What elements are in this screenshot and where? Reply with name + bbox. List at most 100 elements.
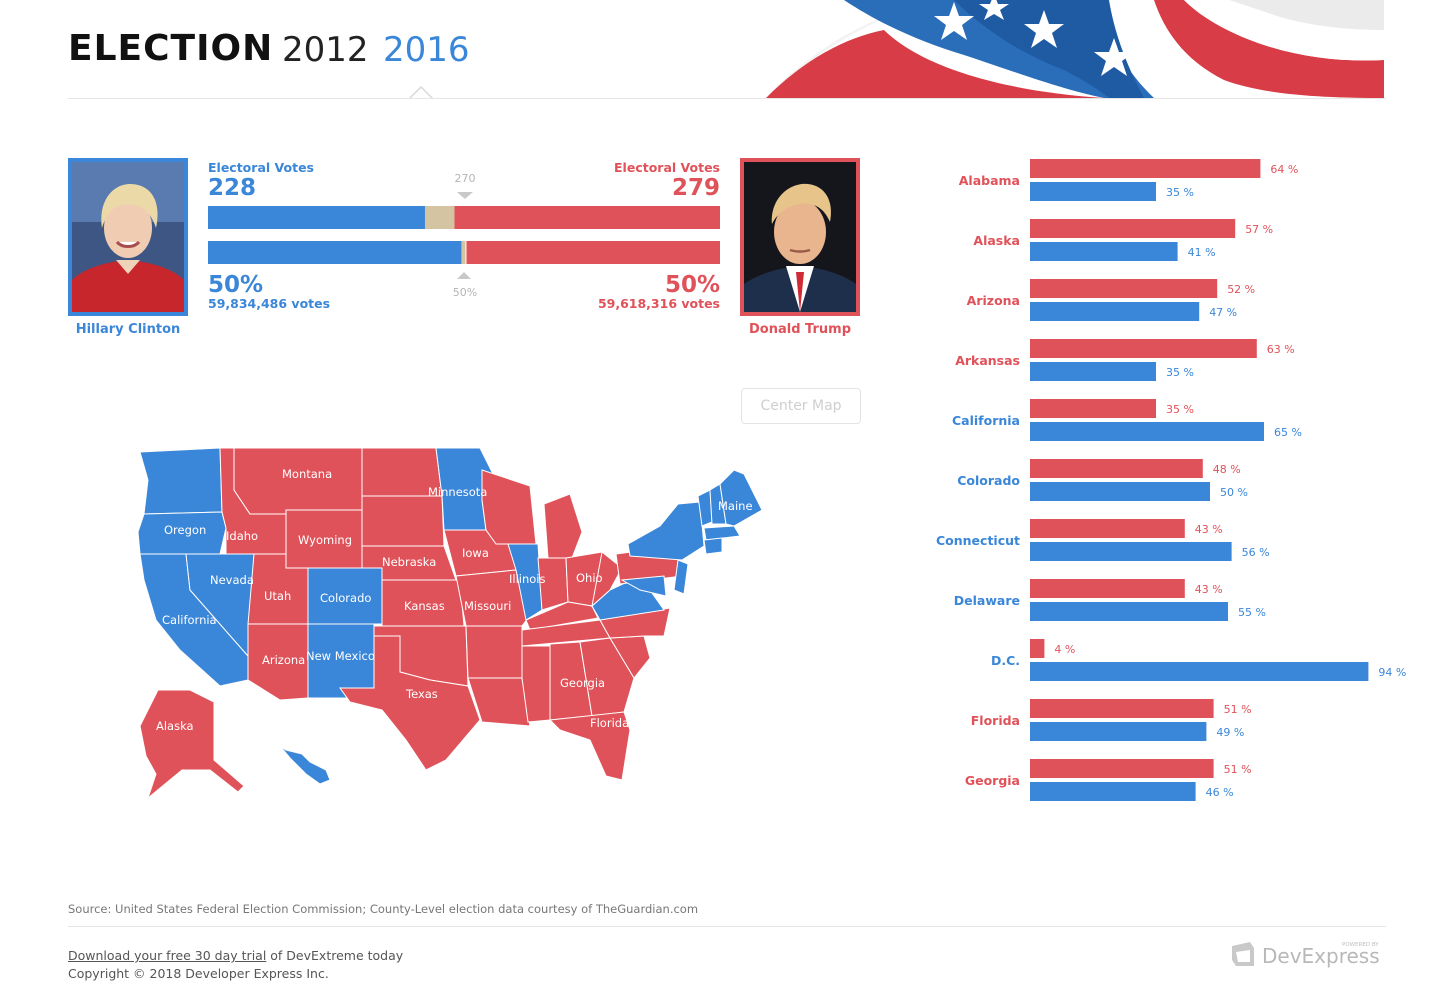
bar-republican[interactable] bbox=[1030, 699, 1214, 718]
state-maine[interactable] bbox=[719, 469, 763, 527]
chart-category-label: Georgia bbox=[965, 773, 1020, 788]
chart-category-label: Colorado bbox=[957, 473, 1020, 488]
republican-percent: 50% bbox=[664, 272, 720, 298]
chart-category-label: Alabama bbox=[959, 173, 1020, 188]
devexpress-logo-icon[interactable]: POWERED BY DevExpress bbox=[1230, 938, 1390, 970]
header-divider bbox=[68, 98, 1386, 99]
map-state-label: Montana bbox=[282, 467, 332, 481]
bar-democrat[interactable] bbox=[1030, 302, 1200, 321]
bar-democrat[interactable] bbox=[1030, 542, 1232, 561]
bar-republican[interactable] bbox=[1030, 279, 1218, 298]
state-georgia[interactable] bbox=[579, 637, 635, 717]
bar-label-republican: 35 % bbox=[1166, 403, 1194, 416]
chart-category-label: Florida bbox=[971, 713, 1020, 728]
chart-category-label: Alaska bbox=[973, 233, 1020, 248]
chart-category-label: California bbox=[952, 413, 1020, 428]
active-tab-caret-icon bbox=[408, 85, 434, 100]
bar-label-republican: 57 % bbox=[1245, 223, 1273, 236]
chart-category-label: Arkansas bbox=[955, 353, 1020, 368]
state-new-york[interactable] bbox=[627, 501, 705, 561]
state-connecticut[interactable] bbox=[703, 537, 723, 555]
electoral-bar-democrat bbox=[208, 206, 425, 229]
map-state-label: Kansas bbox=[404, 599, 445, 613]
state-maryland[interactable] bbox=[620, 575, 667, 597]
bar-republican[interactable] bbox=[1030, 159, 1261, 178]
logo-text: DevExpress bbox=[1262, 944, 1380, 968]
state-hawaii[interactable] bbox=[279, 745, 331, 785]
map-state-label: Idaho bbox=[226, 529, 258, 543]
bar-democrat[interactable] bbox=[1030, 662, 1369, 681]
state-alaska[interactable] bbox=[139, 689, 245, 800]
state-mississippi[interactable] bbox=[521, 645, 551, 723]
bar-label-democrat: 47 % bbox=[1209, 306, 1237, 319]
bar-label-republican: 51 % bbox=[1224, 763, 1252, 776]
map-state-label: Missouri bbox=[464, 599, 511, 613]
trump-portrait bbox=[740, 158, 860, 316]
bar-democrat[interactable] bbox=[1030, 422, 1264, 441]
state-illinois[interactable] bbox=[507, 543, 543, 621]
bar-republican[interactable] bbox=[1030, 339, 1257, 358]
state-florida[interactable] bbox=[548, 711, 631, 781]
map-state-label: Wyoming bbox=[298, 533, 352, 547]
bar-republican[interactable] bbox=[1030, 759, 1214, 778]
tab-2016[interactable]: 2016 bbox=[383, 30, 470, 70]
bar-label-republican: 48 % bbox=[1213, 463, 1241, 476]
bar-democrat[interactable] bbox=[1030, 602, 1228, 621]
democrat-electoral-label: Electoral Votes bbox=[208, 160, 314, 175]
bar-democrat[interactable] bbox=[1030, 242, 1178, 261]
threshold-label: 270 bbox=[454, 172, 476, 185]
us-election-map[interactable]: Montana Minnesota Oregon Idaho Wyoming M… bbox=[130, 440, 780, 810]
bar-republican[interactable] bbox=[1030, 219, 1236, 238]
chart-category-label: Arizona bbox=[967, 293, 1020, 308]
bar-label-democrat: 50 % bbox=[1220, 486, 1248, 499]
state-missouri[interactable] bbox=[455, 569, 529, 627]
popular-bar-democrat bbox=[208, 241, 462, 264]
state-south-dakota[interactable] bbox=[361, 495, 445, 547]
state-montana[interactable] bbox=[233, 447, 363, 515]
download-link[interactable]: Download your free 30 day trial bbox=[68, 948, 267, 963]
republican-electoral-votes: 279 bbox=[671, 175, 720, 201]
bar-republican[interactable] bbox=[1030, 519, 1185, 538]
bar-label-democrat: 41 % bbox=[1188, 246, 1216, 259]
state-new-jersey[interactable] bbox=[673, 559, 689, 595]
bar-label-republican: 64 % bbox=[1270, 163, 1298, 176]
map-state-label: Texas bbox=[405, 687, 438, 701]
bar-democrat[interactable] bbox=[1030, 782, 1196, 801]
democrat-electoral-votes: 228 bbox=[208, 175, 257, 201]
state-washington[interactable] bbox=[139, 447, 223, 515]
tab-2012[interactable]: 2012 bbox=[282, 30, 369, 70]
state-west-virginia[interactable] bbox=[591, 551, 623, 608]
bar-democrat[interactable] bbox=[1030, 482, 1210, 501]
state-michigan[interactable] bbox=[543, 493, 583, 559]
bar-label-democrat: 65 % bbox=[1274, 426, 1302, 439]
download-text: of DevExtreme today bbox=[266, 948, 404, 963]
threshold-marker-icon bbox=[456, 192, 473, 199]
bar-label-republican: 43 % bbox=[1195, 523, 1223, 536]
bar-democrat[interactable] bbox=[1030, 182, 1156, 201]
electoral-bar-undecided bbox=[424, 206, 455, 229]
state-massachusetts[interactable] bbox=[703, 525, 741, 541]
state-louisiana[interactable] bbox=[467, 677, 531, 727]
map-state-label: Ohio bbox=[576, 571, 603, 585]
map-state-label: Illinois bbox=[509, 572, 546, 586]
half-marker-label: 50% bbox=[452, 286, 478, 299]
bar-label-republican: 52 % bbox=[1227, 283, 1255, 296]
vote-bars bbox=[208, 192, 720, 279]
bar-republican[interactable] bbox=[1030, 459, 1203, 478]
state-wisconsin[interactable] bbox=[481, 469, 537, 545]
chart-category-label: D.C. bbox=[991, 653, 1020, 668]
state-arkansas[interactable] bbox=[465, 625, 523, 679]
republican-popular-votes: 59,618,316 votes bbox=[597, 296, 720, 311]
bar-democrat[interactable] bbox=[1030, 362, 1156, 381]
clinton-portrait bbox=[68, 158, 188, 316]
map-state-label: Maine bbox=[718, 499, 753, 513]
bar-republican[interactable] bbox=[1030, 579, 1185, 598]
state-texas[interactable] bbox=[339, 635, 481, 771]
democrat-candidate-name: Hillary Clinton bbox=[75, 322, 181, 337]
republican-electoral-label: Electoral Votes bbox=[614, 160, 720, 175]
center-map-button[interactable]: Center Map bbox=[741, 388, 861, 424]
bar-republican[interactable] bbox=[1030, 639, 1045, 658]
map-state-label: Florida bbox=[590, 716, 629, 730]
bar-democrat[interactable] bbox=[1030, 722, 1207, 741]
bar-republican[interactable] bbox=[1030, 399, 1156, 418]
